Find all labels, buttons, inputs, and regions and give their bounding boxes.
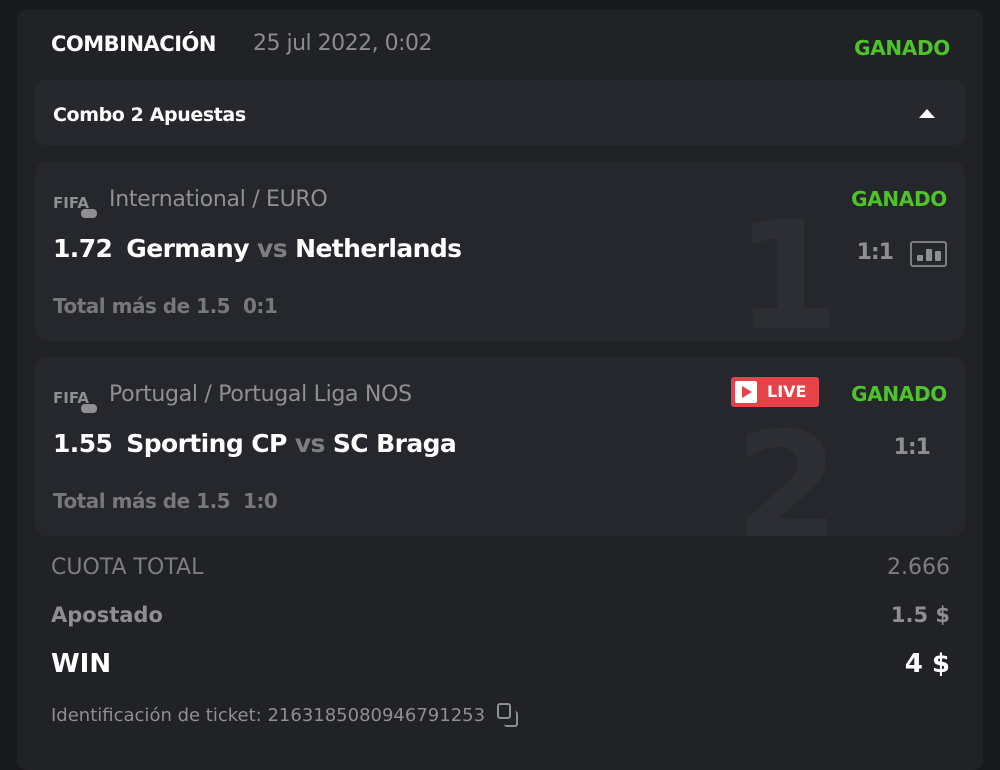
ticket-type: COMBINACIÓN [51,32,216,56]
live-label: LIVE [767,382,807,401]
league-name: International / EURO [109,187,328,212]
away-team: SC Braga [332,429,457,458]
market: Total más de 1.5 0:1 [53,294,278,318]
fifa-game-icon: FIFA [53,194,97,218]
home-team: Germany [126,234,249,263]
staked-row: Apostado 1.5 $ [51,603,950,627]
ticket-date: 25 jul 2022, 0:02 [253,31,433,56]
vs-label: vs [257,234,288,263]
bet-ticket-panel: COMBINACIÓN 25 jul 2022, 0:02 GANADO Com… [17,10,983,770]
market-name: Total más de 1.5 [53,489,231,513]
svg-text:FIFA: FIFA [53,194,89,212]
total-odds-row: CUOTA TOTAL 2.666 [51,555,950,580]
match-line: 1.72 Germany vs Netherlands [53,234,462,263]
bet-index: 1 [735,190,840,341]
win-value: 4 $ [904,649,950,679]
win-label: WIN [51,649,112,679]
market-score: 1:0 [243,489,278,513]
odds: 1.55 [53,429,113,458]
total-odds-value: 2.666 [887,555,950,580]
final-score: 1:1 [893,435,931,460]
bet-status: GANADO [851,187,947,211]
bet-card: 2 FIFA Portugal / Portugal Liga NOS 1.55… [35,357,965,536]
ticket-id: Identificación de ticket: 21631850809467… [51,703,519,727]
live-badge: LIVE [731,377,819,407]
bet-status: GANADO [851,382,947,406]
copy-icon[interactable] [497,703,519,727]
ticket-status: GANADO [854,36,950,60]
odds: 1.72 [53,234,113,263]
away-team: Netherlands [295,234,462,263]
statistics-icon[interactable] [910,241,947,267]
bet-index: 2 [735,401,840,536]
league-name: Portugal / Portugal Liga NOS [109,382,412,407]
caret-up-icon[interactable] [919,109,935,118]
total-odds-label: CUOTA TOTAL [51,555,204,580]
staked-value: 1.5 $ [890,603,950,627]
bet-card: 1 FIFA International / EURO 1.72 Germany … [35,162,965,341]
market: Total más de 1.5 1:0 [53,489,278,513]
win-row: WIN 4 $ [51,649,950,679]
play-icon [735,381,757,403]
final-score: 1:1 [856,240,894,265]
market-name: Total más de 1.5 [53,294,231,318]
staked-label: Apostado [51,603,163,627]
match-line: 1.55 Sporting CP vs SC Braga [53,429,457,458]
home-team: Sporting CP [126,429,287,458]
market-score: 0:1 [243,294,278,318]
ticket-id-text: Identificación de ticket: 21631850809467… [51,704,486,726]
vs-label: vs [294,429,326,458]
svg-text:FIFA: FIFA [53,389,89,407]
combo-label: Combo 2 Apuestas [53,104,246,126]
combo-toggle[interactable]: Combo 2 Apuestas [35,80,965,145]
fifa-game-icon: FIFA [53,389,97,413]
